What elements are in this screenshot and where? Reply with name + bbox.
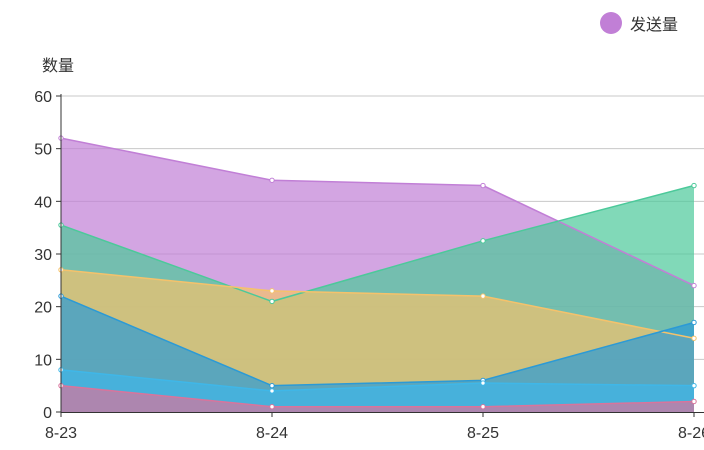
data-point	[691, 382, 697, 389]
data-point	[269, 388, 275, 394]
series-line-5	[60, 384, 695, 408]
y-tick-label: 30	[34, 247, 52, 264]
data-point	[691, 335, 697, 341]
series-line-1	[60, 184, 695, 303]
data-point	[691, 319, 697, 326]
y-tick-label: 50	[34, 142, 52, 159]
series-line-3	[60, 295, 695, 387]
y-tick-label: 20	[34, 300, 52, 317]
y-tick-label: 0	[43, 405, 52, 422]
data-point	[480, 182, 486, 189]
x-tick-label: 8-26	[678, 425, 704, 442]
data-point	[269, 298, 275, 305]
y-axis-label: 数量	[42, 56, 75, 75]
x-tick-label: 8-23	[45, 425, 77, 442]
data-point	[269, 288, 275, 294]
data-point	[691, 282, 697, 289]
data-point	[269, 177, 275, 183]
series-area-5	[61, 385, 694, 412]
data-point	[480, 238, 486, 244]
series-line-2	[60, 269, 695, 340]
data-point	[480, 404, 486, 410]
data-point	[480, 293, 486, 299]
x-tick-label: 8-25	[467, 425, 499, 442]
y-tick-label: 60	[34, 89, 52, 106]
y-tick-label: 40	[34, 194, 52, 211]
legend-swatch	[600, 12, 622, 34]
legend[interactable]: 发送量	[600, 11, 678, 35]
data-point	[269, 382, 275, 389]
data-point	[480, 380, 486, 386]
legend-label: 发送量	[630, 15, 679, 34]
series-line-0	[60, 137, 695, 287]
data-point	[269, 404, 275, 410]
data-point	[691, 398, 697, 405]
y-tick-label: 10	[34, 352, 52, 369]
series-line-4	[60, 369, 695, 392]
data-point	[691, 182, 697, 189]
x-tick-label: 8-24	[256, 425, 288, 442]
